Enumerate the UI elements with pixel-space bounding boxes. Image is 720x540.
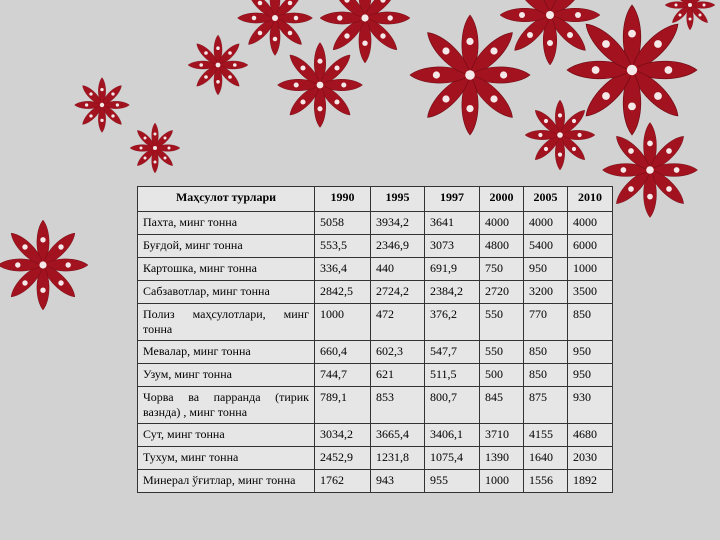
row-label: Тухум, минг тонна: [137, 446, 315, 470]
cell: 3934,2: [370, 211, 425, 235]
cell: 440: [370, 257, 425, 281]
cell: 336,4: [314, 257, 371, 281]
header-cell: 1990: [314, 186, 371, 212]
cell: 1640: [523, 446, 568, 470]
cell: 1075,4: [424, 446, 480, 470]
table-row: Тухум, минг тонна 2452,9 1231,8 1075,4 1390 1…: [137, 446, 613, 470]
table-row: Узум, минг тонна 744,7 621 511,5 500 850 950: [137, 363, 613, 387]
cell: 691,9: [424, 257, 480, 281]
data-table: Маҳсулот турлари 1990 1995 1997 2000 2005 2010…: [137, 186, 613, 493]
cell: 1892: [567, 469, 613, 493]
cell: 511,5: [424, 363, 480, 387]
cell: 850: [523, 363, 568, 387]
cell: 5400: [523, 234, 568, 258]
cell: 3406,1: [424, 423, 480, 447]
cell: 553,5: [314, 234, 371, 258]
cell: 875: [523, 386, 568, 424]
cell: 943: [370, 469, 425, 493]
cell: 1000: [479, 469, 524, 493]
cell: 2346,9: [370, 234, 425, 258]
header-cell: 1997: [424, 186, 480, 212]
cell: 4680: [567, 423, 613, 447]
cell: 850: [567, 303, 613, 341]
cell: 4800: [479, 234, 524, 258]
cell: 2720: [479, 280, 524, 304]
cell: 1231,8: [370, 446, 425, 470]
row-label: Минерал ўғитлар, минг тонна: [137, 469, 315, 493]
cell: 3200: [523, 280, 568, 304]
cell: 376,2: [424, 303, 480, 341]
row-label: Мевалар, минг тонна: [137, 340, 315, 364]
header-cell: 1995: [370, 186, 425, 212]
header-row: Маҳсулот турлари 1990 1995 1997 2000 2005 2010: [137, 186, 613, 212]
table-row: Минерал ўғитлар, минг тонна 1762 943 955 100…: [137, 469, 613, 493]
row-label: Сут, минг тонна: [137, 423, 315, 447]
cell: 621: [370, 363, 425, 387]
cell: 4000: [567, 211, 613, 235]
cell: 550: [479, 303, 524, 341]
cell: 950: [567, 340, 613, 364]
cell: 770: [523, 303, 568, 341]
cell: 2842,5: [314, 280, 371, 304]
cell: 1556: [523, 469, 568, 493]
cell: 1762: [314, 469, 371, 493]
header-cell: 2010: [567, 186, 613, 212]
cell: 845: [479, 386, 524, 424]
cell: 1000: [567, 257, 613, 281]
cell: 2384,2: [424, 280, 480, 304]
table-row: Сабзавотлар, минг тонна 2842,5 2724,2 2384,…: [137, 280, 613, 304]
cell: 950: [567, 363, 613, 387]
cell: 853: [370, 386, 425, 424]
cell: 850: [523, 340, 568, 364]
header-cell: 2000: [479, 186, 524, 212]
table-row: Мевалар, минг тонна 660,4 602,3 547,7 550 850…: [137, 340, 613, 364]
cell: 1000: [314, 303, 371, 341]
cell: 500: [479, 363, 524, 387]
row-label: Пахта, минг тонна: [137, 211, 315, 235]
row-label: Чорва ва парранда (тирик вазнда) , минг …: [137, 386, 315, 424]
cell: 3710: [479, 423, 524, 447]
cell: 4155: [523, 423, 568, 447]
cell: 930: [567, 386, 613, 424]
cell: 950: [523, 257, 568, 281]
cell: 660,4: [314, 340, 371, 364]
header-cell: Маҳсулот турлари: [137, 186, 315, 212]
cell: 744,7: [314, 363, 371, 387]
cell: 2452,9: [314, 446, 371, 470]
cell: 3073: [424, 234, 480, 258]
row-label: Узум, минг тонна: [137, 363, 315, 387]
cell: 789,1: [314, 386, 371, 424]
cell: 750: [479, 257, 524, 281]
cell: 800,7: [424, 386, 480, 424]
table-row: Сут, минг тонна 3034,2 3665,4 3406,1 3710 415…: [137, 423, 613, 447]
row-label: Картошка, минг тонна: [137, 257, 315, 281]
cell: 4000: [523, 211, 568, 235]
cell: 4000: [479, 211, 524, 235]
header-cell: 2005: [523, 186, 568, 212]
cell: 3500: [567, 280, 613, 304]
cell: 547,7: [424, 340, 480, 364]
cell: 472: [370, 303, 425, 341]
cell: 550: [479, 340, 524, 364]
row-label: Полиз маҳсулотлари, минг тонна: [137, 303, 315, 341]
table-row: Полиз маҳсулотлари, минг тонна 1000 472 376…: [137, 303, 613, 341]
row-label: Буғдой, минг тонна: [137, 234, 315, 258]
table-row: Чорва ва парранда (тирик вазнда) , минг …: [137, 386, 613, 424]
cell: 5058: [314, 211, 371, 235]
table-row: Картошка, минг тонна 336,4 440 691,9 750 950 1…: [137, 257, 613, 281]
cell: 602,3: [370, 340, 425, 364]
cell: 6000: [567, 234, 613, 258]
cell: 3665,4: [370, 423, 425, 447]
table-row: Буғдой, минг тонна 553,5 2346,9 3073 4800 540…: [137, 234, 613, 258]
row-label: Сабзавотлар, минг тонна: [137, 280, 315, 304]
table-row: Пахта, минг тонна 5058 3934,2 3641 4000 4000 4…: [137, 211, 613, 235]
cell: 955: [424, 469, 480, 493]
cell: 2030: [567, 446, 613, 470]
cell: 3641: [424, 211, 480, 235]
cell: 3034,2: [314, 423, 371, 447]
cell: 2724,2: [370, 280, 425, 304]
cell: 1390: [479, 446, 524, 470]
